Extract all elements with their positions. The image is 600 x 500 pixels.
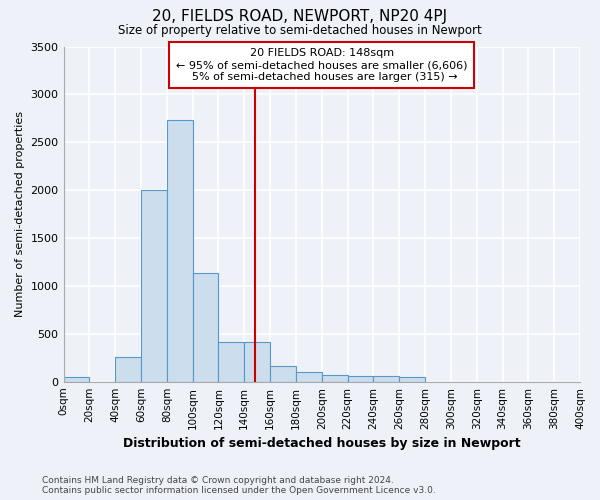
Bar (399, 377, 425, 382)
Text: 20 FIELDS ROAD: 148sqm  
← 95% of semi-detached houses are smaller (6,606)
  5% : 20 FIELDS ROAD: 148sqm ← 95% of semi-det… (176, 48, 467, 82)
Bar (296, 372, 322, 382)
Bar (64, 377, 89, 382)
Bar (141, 190, 167, 382)
Bar (218, 342, 244, 382)
Bar (193, 272, 218, 382)
Bar (244, 342, 270, 382)
Text: 20, FIELDS ROAD, NEWPORT, NP20 4PJ: 20, FIELDS ROAD, NEWPORT, NP20 4PJ (152, 9, 448, 24)
Bar (373, 376, 399, 382)
Bar (270, 366, 296, 382)
Bar (322, 375, 347, 382)
Text: Size of property relative to semi-detached houses in Newport: Size of property relative to semi-detach… (118, 24, 482, 37)
X-axis label: Distribution of semi-detached houses by size in Newport: Distribution of semi-detached houses by … (123, 437, 521, 450)
Bar (347, 376, 373, 382)
Y-axis label: Number of semi-detached properties: Number of semi-detached properties (15, 111, 25, 317)
Bar (115, 357, 141, 382)
Bar (167, 120, 193, 382)
Text: Contains HM Land Registry data © Crown copyright and database right 2024.
Contai: Contains HM Land Registry data © Crown c… (42, 476, 436, 495)
